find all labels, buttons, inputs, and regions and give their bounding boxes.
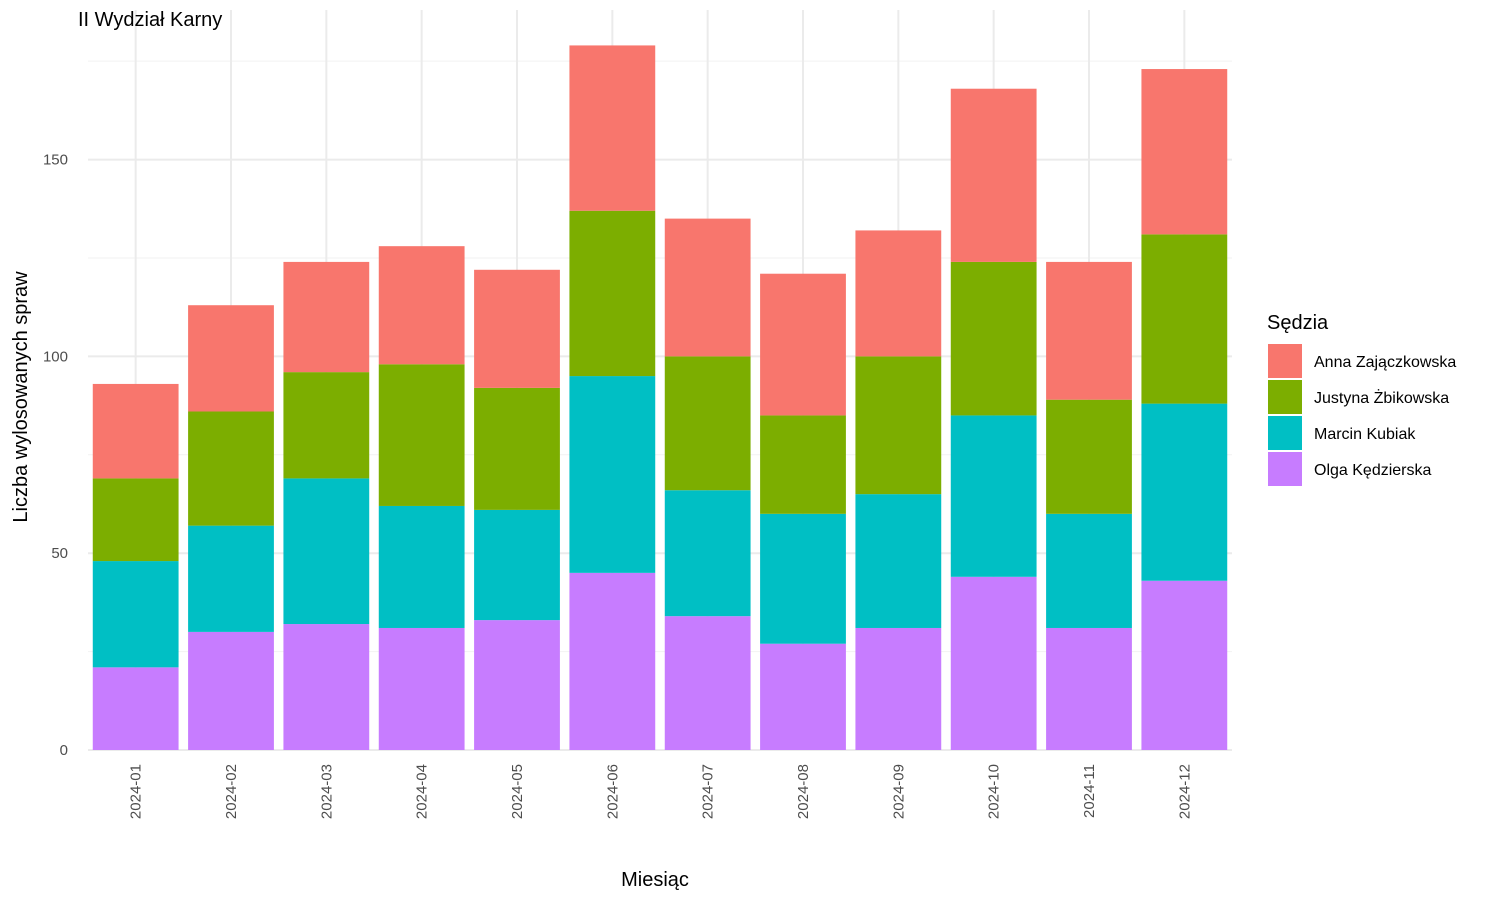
bar-segment xyxy=(760,415,846,514)
bar-segment xyxy=(1046,627,1132,750)
bar-segment xyxy=(855,627,942,750)
bar-segment xyxy=(283,372,370,479)
bar-segment xyxy=(760,513,846,644)
bar-segment xyxy=(92,478,179,562)
bar-segment xyxy=(188,631,274,750)
x-tick-label: 2024-02 xyxy=(223,764,240,819)
y-tick-label: 0 xyxy=(60,742,68,759)
bar-segment xyxy=(569,376,656,573)
bar-segment xyxy=(664,218,751,357)
bar-segment xyxy=(378,627,465,750)
legend-swatch xyxy=(1268,416,1302,450)
bar-segment xyxy=(760,273,846,416)
bar-segment xyxy=(92,667,179,750)
bar-segment xyxy=(92,561,179,668)
y-axis-ticks: 0 50 100 150 xyxy=(43,152,68,759)
bar-segment xyxy=(1141,69,1228,235)
bar-segment xyxy=(1141,403,1228,581)
chart-title: II Wydział Karny xyxy=(78,9,222,31)
y-tick-label: 50 xyxy=(51,545,68,562)
legend-label: Anna Zajączkowska xyxy=(1314,354,1456,371)
bar-segment xyxy=(1046,513,1132,628)
bar-segment xyxy=(378,364,465,506)
x-tick-label: 2024-07 xyxy=(700,764,717,819)
bar-segment xyxy=(378,246,465,365)
y-tick-label: 150 xyxy=(43,152,68,169)
bar-segment xyxy=(569,572,656,750)
bar-segment xyxy=(855,356,942,495)
bar-segment xyxy=(474,387,560,510)
bar-segment xyxy=(569,45,656,211)
legend-swatch xyxy=(1268,344,1302,378)
bar-segment xyxy=(1141,580,1228,750)
bar-segment xyxy=(378,505,465,628)
bar-segment xyxy=(1141,234,1228,404)
bar-segment xyxy=(188,305,274,412)
legend-swatch xyxy=(1268,452,1302,486)
bar-segment xyxy=(760,643,846,750)
bar-segment xyxy=(664,490,751,617)
bar-segment xyxy=(1046,399,1132,514)
x-tick-label: 2024-05 xyxy=(509,764,526,819)
bar-segment xyxy=(474,509,560,621)
bar-segment xyxy=(855,230,942,357)
y-tick-label: 100 xyxy=(43,348,68,365)
x-axis-title: Miesiąc xyxy=(621,869,689,891)
x-tick-label: 2024-08 xyxy=(795,764,812,819)
bar-segment xyxy=(188,411,274,526)
x-tick-label: 2024-12 xyxy=(1176,764,1193,819)
legend-label: Justyna Żbikowska xyxy=(1314,388,1449,407)
x-axis-ticks: 2024-01 2024-02 2024-03 2024-04 2024-05 2024-… xyxy=(128,764,1194,819)
bar-segment xyxy=(855,494,942,628)
legend-label: Olga Kędzierska xyxy=(1314,462,1431,479)
x-tick-label: 2024-09 xyxy=(890,764,907,819)
legend-title: Sędzia xyxy=(1267,312,1329,334)
bar-segment xyxy=(188,525,274,632)
x-tick-label: 2024-04 xyxy=(414,764,431,819)
bar-segment xyxy=(950,88,1037,262)
bar-segment xyxy=(474,620,560,750)
x-tick-label: 2024-06 xyxy=(604,764,621,819)
legend: Sędzia Anna Zajączkowska Justyna Żbikowsk… xyxy=(1267,312,1456,486)
bar-segment xyxy=(92,383,179,479)
x-tick-label: 2024-11 xyxy=(1081,764,1098,818)
y-axis-title: Liczba wylosowanych spraw xyxy=(10,271,32,523)
bar-segment xyxy=(283,261,370,373)
bar-segment xyxy=(950,261,1037,416)
bar-segment xyxy=(474,269,560,388)
x-tick-label: 2024-01 xyxy=(128,764,145,819)
bar-segment xyxy=(569,210,656,377)
bar-segment xyxy=(664,616,751,750)
x-tick-label: 2024-03 xyxy=(318,764,335,819)
legend-swatch xyxy=(1268,380,1302,414)
legend-label: Marcin Kubiak xyxy=(1314,426,1416,443)
bar-segment xyxy=(283,478,370,625)
bar-segment xyxy=(950,576,1037,750)
x-tick-label: 2024-10 xyxy=(986,764,1003,819)
bar-segment xyxy=(1046,261,1132,400)
bar-segment xyxy=(283,624,370,750)
bars xyxy=(92,45,1228,750)
bar-segment xyxy=(950,415,1037,577)
bar-segment xyxy=(664,356,751,491)
